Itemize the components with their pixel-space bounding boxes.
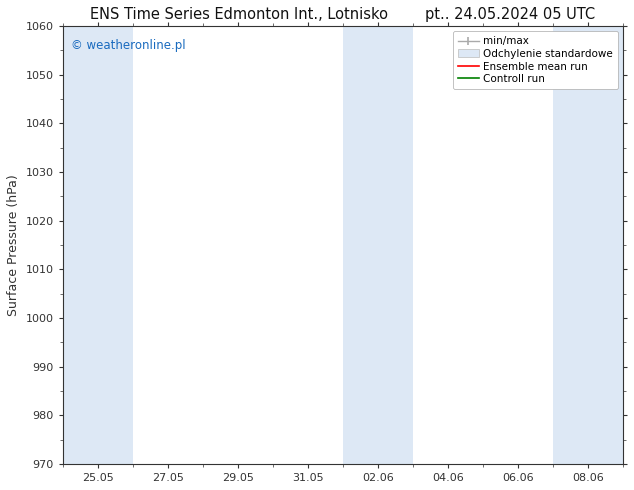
Title: ENS Time Series Edmonton Int., Lotnisko        pt.. 24.05.2024 05 UTC: ENS Time Series Edmonton Int., Lotnisko … — [90, 7, 595, 22]
Legend: min/max, Odchylenie standardowe, Ensemble mean run, Controll run: min/max, Odchylenie standardowe, Ensembl… — [453, 31, 618, 89]
Bar — [343, 26, 413, 464]
Bar — [63, 26, 133, 464]
Bar — [553, 26, 623, 464]
Text: © weatheronline.pl: © weatheronline.pl — [71, 39, 186, 52]
Y-axis label: Surface Pressure (hPa): Surface Pressure (hPa) — [7, 174, 20, 316]
